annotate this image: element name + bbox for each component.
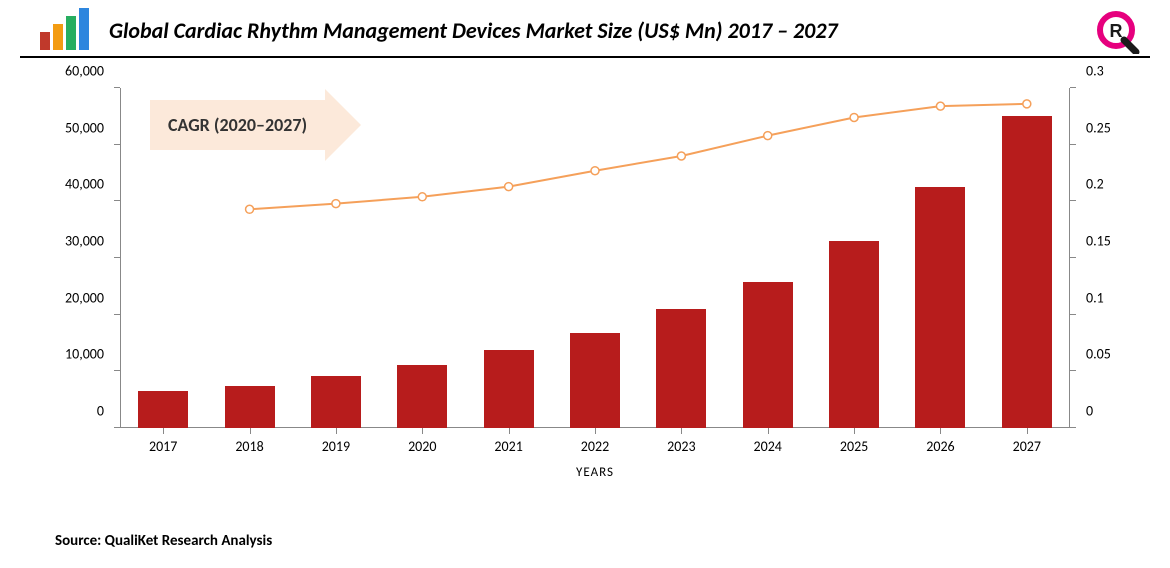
x-tick-label: 2020 bbox=[408, 438, 436, 455]
y-right-tick: 0.2 bbox=[1080, 176, 1130, 193]
x-tick-label: 2023 bbox=[667, 438, 695, 455]
trend-marker bbox=[677, 152, 685, 160]
trend-line bbox=[250, 104, 1027, 209]
source-attribution: Source: QualiKet Research Analysis bbox=[55, 532, 272, 550]
y-right-axis-labels: 00.050.10.150.20.250.3 bbox=[1080, 88, 1130, 428]
y-left-tick: 0 bbox=[40, 403, 110, 420]
y-right-tick: 0.25 bbox=[1080, 119, 1130, 136]
trend-marker bbox=[850, 113, 858, 121]
trend-marker bbox=[591, 167, 599, 175]
svg-text:R: R bbox=[1110, 21, 1123, 41]
logo-left-icon bbox=[40, 10, 89, 50]
y-left-tick: 30,000 bbox=[40, 233, 110, 250]
y-right-tick: 0.05 bbox=[1080, 346, 1130, 363]
x-tick-label: 2019 bbox=[322, 438, 350, 455]
y-right-tick: 0.1 bbox=[1080, 289, 1130, 306]
trend-marker bbox=[764, 132, 772, 140]
trend-marker bbox=[936, 102, 944, 110]
x-tick-label: 2022 bbox=[581, 438, 609, 455]
trend-marker bbox=[332, 200, 340, 208]
y-left-tick: 10,000 bbox=[40, 346, 110, 363]
y-left-tick: 20,000 bbox=[40, 289, 110, 306]
x-tick-label: 2025 bbox=[840, 438, 868, 455]
y-left-tick: 50,000 bbox=[40, 119, 110, 136]
cagr-arrow-head-icon bbox=[325, 89, 361, 161]
trend-marker bbox=[246, 205, 254, 213]
header: Global Cardiac Rhythm Management Devices… bbox=[20, 0, 1150, 58]
y-right-tick: 0.15 bbox=[1080, 233, 1130, 250]
y-left-axis-labels: 010,00020,00030,00040,00050,00060,000 bbox=[40, 88, 110, 428]
y-right-tick: 0.3 bbox=[1080, 63, 1130, 80]
logo-right-icon: R bbox=[1094, 8, 1140, 59]
x-tick-label: 2017 bbox=[149, 438, 177, 455]
y-right-tick: 0 bbox=[1080, 403, 1130, 420]
x-tick-label: 2021 bbox=[494, 438, 522, 455]
chart-title: Global Cardiac Rhythm Management Devices… bbox=[109, 17, 838, 44]
trend-marker bbox=[505, 183, 513, 191]
x-tick-label: 2027 bbox=[1013, 438, 1041, 455]
x-axis-title: YEARS bbox=[120, 465, 1070, 480]
x-tick-label: 2026 bbox=[926, 438, 954, 455]
y-left-tick: 60,000 bbox=[40, 63, 110, 80]
y-left-tick: 40,000 bbox=[40, 176, 110, 193]
x-tick-label: 2018 bbox=[235, 438, 263, 455]
cagr-label: CAGR (2020–2027) bbox=[150, 100, 325, 150]
x-tick-label: 2024 bbox=[754, 438, 782, 455]
trend-marker bbox=[1023, 100, 1031, 108]
cagr-callout: CAGR (2020–2027) bbox=[150, 100, 361, 150]
trend-marker bbox=[418, 193, 426, 201]
x-axis-labels: 2017 2018 2019 2020 2021 2022 2023 2024 2025 2026… bbox=[120, 438, 1070, 458]
chart-area: 010,00020,00030,00040,00050,00060,000 00… bbox=[40, 88, 1130, 488]
